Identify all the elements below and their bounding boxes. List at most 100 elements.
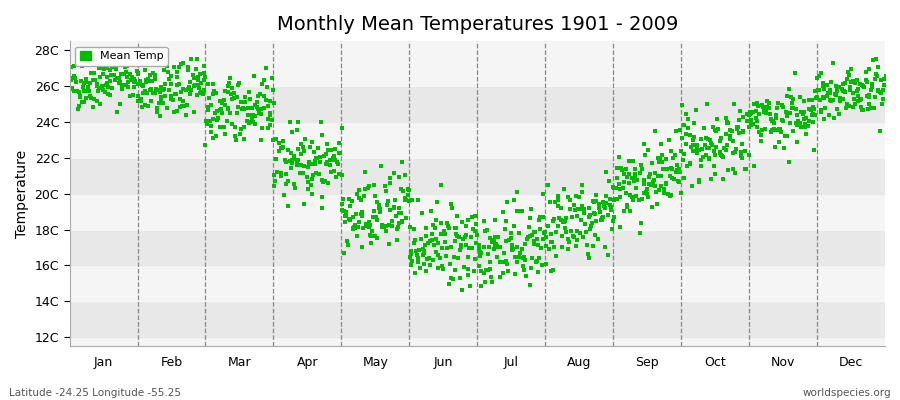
Point: [750, 118, 764, 124]
Point: [586, 198, 600, 204]
Point: [592, 205, 607, 212]
Point: [374, 222, 389, 228]
Point: [454, 218, 469, 225]
Point: [405, 196, 419, 203]
Point: [703, 137, 717, 144]
Point: [698, 152, 713, 158]
Point: [687, 137, 701, 144]
Point: [789, 120, 804, 126]
Point: [263, 122, 277, 128]
Point: [680, 163, 694, 169]
Point: [551, 197, 565, 203]
Point: [634, 166, 649, 173]
Point: [694, 163, 708, 169]
Point: [261, 103, 275, 109]
Point: [319, 151, 333, 157]
Point: [794, 109, 808, 116]
Point: [604, 226, 618, 232]
Point: [614, 164, 628, 171]
Point: [92, 84, 106, 91]
Point: [587, 210, 601, 216]
Point: [263, 98, 277, 104]
Point: [810, 94, 824, 101]
Point: [284, 160, 299, 167]
Point: [697, 125, 711, 131]
Point: [729, 146, 743, 152]
Point: [311, 171, 326, 178]
Point: [716, 144, 731, 151]
Point: [68, 75, 82, 82]
Point: [259, 84, 274, 90]
Point: [421, 254, 436, 261]
Point: [228, 124, 242, 130]
Point: [512, 253, 526, 260]
Point: [437, 238, 452, 245]
Point: [583, 226, 598, 232]
Point: [820, 82, 834, 89]
Point: [347, 224, 362, 231]
Point: [361, 185, 375, 192]
Point: [832, 98, 847, 104]
Point: [601, 212, 616, 219]
Point: [584, 220, 598, 226]
Point: [652, 155, 667, 162]
Point: [554, 205, 568, 211]
Point: [623, 208, 637, 214]
Point: [811, 86, 825, 93]
Point: [274, 145, 288, 152]
Point: [654, 152, 669, 158]
Point: [302, 179, 316, 185]
Point: [851, 86, 866, 92]
Point: [217, 124, 231, 131]
Point: [300, 174, 314, 180]
Point: [814, 107, 828, 113]
Point: [410, 252, 425, 259]
Point: [540, 223, 554, 230]
Point: [372, 202, 386, 209]
Point: [723, 126, 737, 133]
Point: [607, 214, 621, 220]
Point: [568, 206, 582, 213]
Point: [655, 166, 670, 172]
Point: [536, 214, 550, 220]
Point: [581, 255, 596, 262]
Point: [690, 142, 705, 148]
Point: [497, 250, 511, 256]
Point: [686, 148, 700, 155]
Point: [312, 159, 327, 166]
Point: [277, 157, 292, 163]
Point: [398, 197, 412, 203]
Point: [269, 156, 284, 162]
Point: [472, 246, 486, 252]
Point: [651, 201, 665, 207]
Point: [796, 111, 810, 118]
Point: [119, 82, 133, 88]
Point: [434, 182, 448, 188]
Point: [842, 103, 856, 110]
Point: [459, 242, 473, 248]
Point: [506, 246, 520, 252]
Point: [423, 238, 437, 244]
Point: [372, 204, 386, 211]
Point: [611, 181, 625, 188]
Point: [166, 64, 181, 70]
Point: [315, 194, 329, 200]
Point: [83, 80, 97, 86]
Point: [73, 94, 87, 100]
Point: [193, 90, 207, 96]
Point: [238, 98, 253, 105]
Point: [297, 148, 311, 154]
Point: [488, 234, 502, 240]
Point: [308, 160, 322, 167]
Point: [477, 270, 491, 276]
Point: [320, 159, 334, 165]
Point: [837, 88, 851, 94]
Point: [242, 96, 256, 102]
Point: [274, 170, 288, 177]
Point: [866, 57, 880, 63]
Point: [524, 265, 538, 272]
Point: [250, 104, 265, 110]
Point: [588, 232, 602, 238]
Point: [142, 78, 157, 84]
Point: [251, 93, 266, 99]
